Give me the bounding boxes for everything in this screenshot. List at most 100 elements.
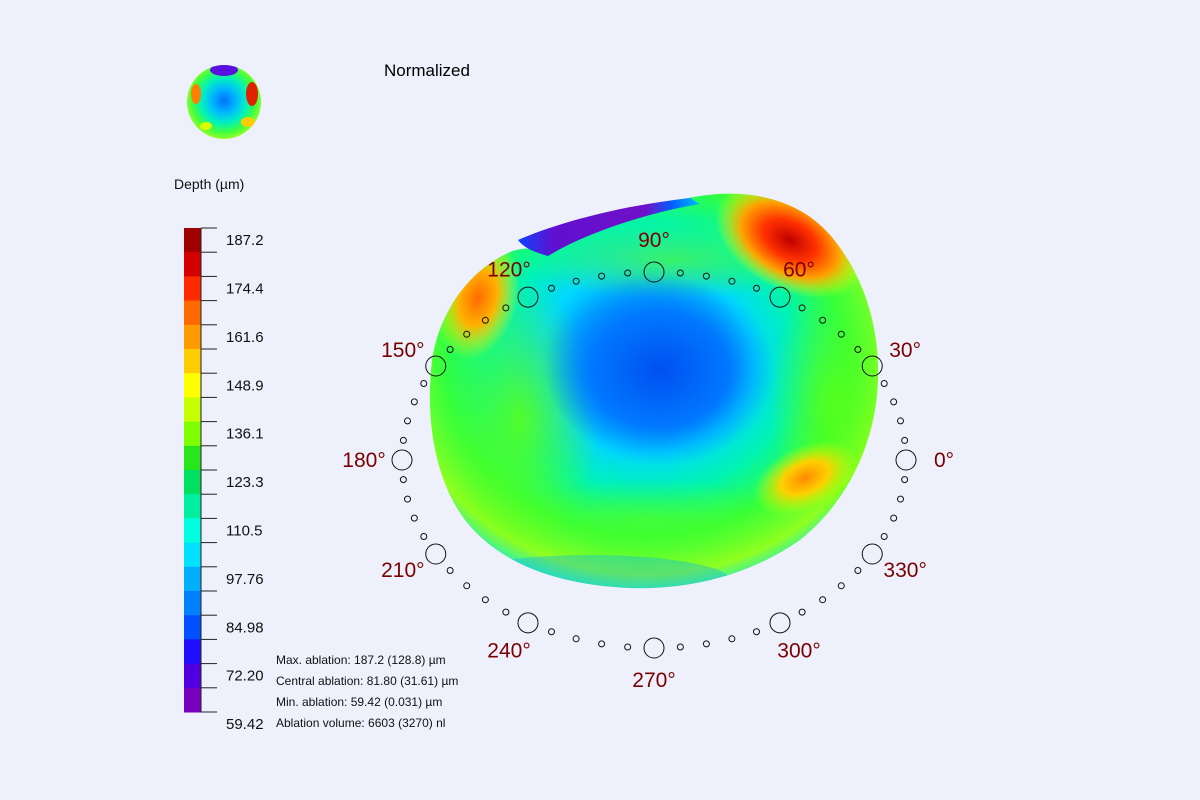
angle-minor-marker (901, 436, 909, 444)
scale-segment (184, 663, 201, 689)
scale-tick-label: 187.2 (226, 232, 264, 249)
angle-minor-marker (798, 608, 806, 616)
scale-segment (184, 324, 201, 350)
scale-tick-label: 59.42 (226, 716, 264, 733)
angle-minor-marker (572, 277, 580, 285)
scale-segment (184, 228, 201, 253)
angle-minor-marker (446, 567, 454, 575)
angle-labels: 0° 30° 60° 90° 120° 150° 180° 210° 240° 270° 300° 3… (342, 229, 954, 692)
angle-major-marker (391, 449, 413, 471)
scale-segment (184, 445, 201, 471)
angle-minor-marker (819, 596, 827, 604)
angle-major-marker (861, 355, 883, 377)
angle-minor-marker (837, 330, 845, 338)
scale-tick-label: 123.3 (226, 474, 264, 491)
angle-minor-marker (880, 380, 888, 388)
angle-major-marker (517, 286, 539, 308)
scale-tick-label: 174.4 (226, 281, 264, 298)
scale-segment (184, 687, 201, 713)
angle-label: 60° (783, 258, 815, 281)
central-ablation: Central ablation: 81.80 (31.61) µm (276, 674, 459, 688)
angle-minor-marker (481, 596, 489, 604)
scale-tick-label: 110.5 (226, 523, 262, 540)
scale-segment (184, 542, 201, 568)
angle-label: 300° (777, 640, 820, 663)
angle-minor-marker (890, 398, 898, 406)
color-scale-ticks: 187.2 174.4 161.6 148.9 136.1 123.3 110.5 97.76… (200, 227, 264, 733)
min-ablation: Min. ablation: 59.42 (0.031) µm (276, 695, 443, 709)
angle-minor-marker (819, 316, 827, 324)
angle-minor-marker (598, 640, 606, 648)
angle-major-marker (895, 449, 917, 471)
scale-tick-label: 148.9 (226, 377, 264, 394)
angle-label: 270° (632, 669, 675, 692)
angle-minor-marker (624, 643, 632, 651)
angle-minor-marker (890, 514, 898, 522)
scale-segment (184, 252, 201, 277)
view-title: Normalized (384, 61, 470, 80)
angle-minor-marker (624, 269, 632, 277)
angle-major-marker (769, 612, 791, 634)
ablation-surface[interactable] (423, 158, 890, 605)
ablation-stats: Max. ablation: 187.2 (128.8) µm Central … (276, 650, 458, 734)
angle-minor-marker (399, 436, 407, 444)
angle-minor-marker (752, 628, 760, 636)
angle-minor-marker (896, 417, 904, 425)
angle-label: 90° (638, 229, 670, 252)
angle-label: 30° (889, 339, 921, 362)
angle-minor-marker (728, 277, 736, 285)
angle-minor-marker (420, 532, 428, 540)
angle-label: 240° (487, 640, 530, 663)
angle-label: 210° (381, 559, 424, 582)
angle-major-marker (425, 543, 447, 565)
angle-label: 150° (381, 339, 424, 362)
scale-segment (184, 566, 201, 592)
scale-segment (184, 639, 201, 665)
angle-ring (391, 261, 917, 659)
scale-segment (184, 591, 201, 616)
scale-tick-label: 84.98 (226, 619, 264, 636)
angle-minor-marker (854, 345, 862, 353)
angle-minor-marker (463, 330, 471, 338)
angle-minor-marker (463, 582, 471, 590)
angle-minor-marker (728, 635, 736, 643)
angle-minor-marker (548, 628, 556, 636)
scale-segment (184, 470, 201, 495)
angle-minor-marker (410, 514, 418, 522)
angle-minor-marker (702, 272, 710, 280)
scale-segment (184, 615, 201, 640)
angle-label: 180° (342, 449, 385, 472)
angle-minor-marker (854, 567, 862, 575)
angle-minor-marker (404, 417, 412, 425)
angle-minor-marker (676, 269, 684, 277)
thumbnail-map[interactable] (186, 64, 262, 140)
angle-minor-marker (837, 582, 845, 590)
angle-minor-marker (702, 640, 710, 648)
angle-minor-marker (420, 380, 428, 388)
scale-segment (184, 300, 201, 326)
scale-tick-label: 136.1 (226, 426, 264, 443)
ablation-volume: Ablation volume: 6603 (3270) nl (276, 716, 446, 730)
scale-segment (184, 349, 201, 374)
angle-minor-marker (598, 272, 606, 280)
angle-minor-marker (548, 284, 556, 292)
scale-segment (184, 518, 201, 544)
angle-minor-marker (676, 643, 684, 651)
scale-tick-label: 97.76 (226, 571, 264, 588)
angle-major-marker (517, 612, 539, 634)
scale-segment (184, 373, 201, 398)
angle-minor-marker (896, 495, 904, 503)
angle-minor-marker (404, 495, 412, 503)
angle-major-marker (643, 261, 665, 283)
scale-segment (184, 421, 201, 447)
angle-minor-marker (399, 476, 407, 484)
angle-minor-marker (901, 476, 909, 484)
angle-minor-marker (502, 304, 510, 312)
scale-segment (184, 494, 201, 519)
angle-label: 330° (883, 559, 926, 582)
angle-major-marker (643, 637, 665, 659)
angle-minor-marker (410, 398, 418, 406)
scale-segment (184, 276, 201, 302)
max-ablation: Max. ablation: 187.2 (128.8) µm (276, 653, 446, 667)
